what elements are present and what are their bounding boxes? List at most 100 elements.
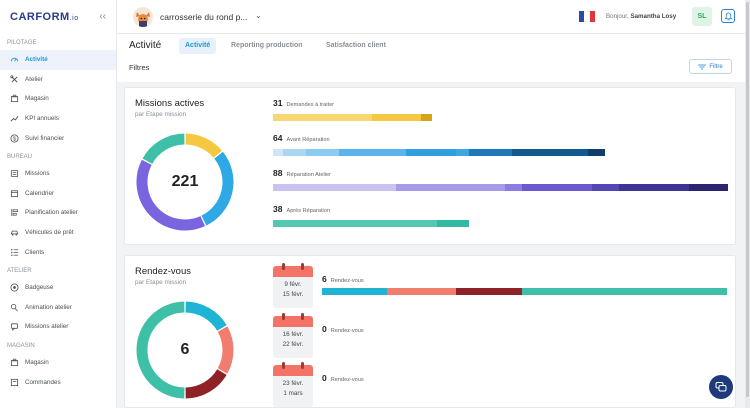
mission-stage-label: 31 Demandes à traiter	[273, 98, 728, 110]
missions-donut-chart[interactable]	[135, 132, 235, 232]
sidebar-nav: PILOTAGE Activité Atelier Magasin KPI annuel…	[0, 36, 116, 392]
sidebar-item-magasin[interactable]: Magasin	[0, 89, 116, 109]
sidebar-item-atelier[interactable]: Atelier	[0, 70, 116, 90]
missions-donut-slice-2[interactable]	[136, 159, 206, 231]
mission-stage-count: 88	[273, 168, 283, 178]
bar-segment[interactable]	[282, 149, 307, 156]
missions-total: 221	[171, 173, 199, 190]
bar-segment[interactable]	[273, 149, 283, 156]
rdv-donut-slice-0[interactable]	[185, 301, 227, 331]
bar-segment[interactable]	[455, 288, 523, 295]
rdv-week-label: 0 Rendez-vous	[322, 324, 364, 334]
rdv-week-label: 0 Rendez-vous	[322, 373, 364, 383]
garage-name[interactable]: carrosserie du rond p...	[160, 12, 248, 22]
sidebar-item-suivi-financier[interactable]: $ Suivi financier	[0, 128, 116, 148]
sidebar-item-label: Activité	[25, 56, 48, 64]
sidebar-item-commandes[interactable]: Commandes	[0, 372, 116, 392]
mission-stage-count: 38	[273, 204, 283, 214]
french-flag-icon[interactable]	[579, 11, 595, 22]
rdv-count: 6	[322, 274, 327, 284]
calendar-dates: 16 févr. 22 févr.	[273, 327, 313, 358]
tab-reporting-production[interactable]: Reporting production	[231, 42, 303, 49]
sidebar-item-magasin[interactable]: Magasin	[0, 353, 116, 373]
mission-stage-count: 31	[273, 98, 283, 108]
tab-activite[interactable]: Activité	[179, 38, 217, 54]
notifications-button[interactable]	[721, 9, 735, 23]
chat-bubble-icon	[715, 382, 727, 392]
bar-segment[interactable]	[504, 184, 523, 191]
garage-avatar[interactable]	[133, 7, 153, 27]
mission-stage-bar[interactable]	[273, 114, 433, 121]
mission-stage-row[interactable]: 38 Après Réparation	[273, 204, 728, 227]
tab-satisfaction-client[interactable]: Satisfaction client	[326, 42, 386, 49]
missions-donut-slice-0[interactable]	[185, 133, 222, 158]
bar-segment[interactable]	[421, 114, 433, 121]
sidebar-item-label: Planification atelier	[25, 209, 78, 217]
mission-stage-row[interactable]: 88 Réparation Atelier	[273, 168, 728, 191]
sidebar-item-badgeuse[interactable]: Badgeuse	[0, 278, 116, 298]
bar-segment[interactable]	[688, 184, 728, 191]
rdv-donut-slice-3[interactable]	[136, 301, 185, 399]
bar-segment[interactable]	[322, 288, 387, 295]
rdv-name: Rendez-vous	[330, 278, 364, 284]
mission-stage-label: 64 Avant Réparation	[273, 133, 728, 145]
mission-stage-bar[interactable]	[273, 184, 728, 191]
bar-segment[interactable]	[522, 288, 727, 295]
mission-stage-count: 64	[273, 133, 283, 143]
bar-segment[interactable]	[522, 184, 593, 191]
sidebar-item-v-hicules-de-pr-t[interactable]: Véhicules de prêt	[0, 223, 116, 243]
logo[interactable]: CARFORM.io	[10, 11, 79, 23]
sidebar-item-activit-[interactable]: Activité	[0, 50, 116, 70]
bar-segment[interactable]	[371, 114, 422, 121]
sidebar-item-clients[interactable]: Clients	[0, 242, 116, 262]
bar-segment[interactable]	[588, 149, 606, 156]
rdv-donut-chart[interactable]	[135, 300, 235, 400]
bar-segment[interactable]	[273, 220, 438, 227]
page-header: Activité Activité Reporting production S…	[117, 34, 745, 82]
bar-segment[interactable]	[395, 184, 505, 191]
box-icon	[10, 94, 19, 103]
bar-segment[interactable]	[455, 149, 469, 156]
missions-donut-slice-1[interactable]	[201, 151, 234, 226]
mission-stage-row[interactable]: 64 Avant Réparation	[273, 133, 728, 156]
missions-donut-slice-3[interactable]	[142, 133, 185, 165]
sidebar-item-planification-atelier[interactable]: Planification atelier	[0, 203, 116, 223]
bar-segment[interactable]	[512, 149, 589, 156]
calendar-header	[273, 313, 313, 327]
filter-button[interactable]: Filtre	[689, 59, 732, 74]
bar-segment[interactable]	[273, 114, 372, 121]
bar-segment[interactable]	[437, 220, 469, 227]
bar-segment[interactable]	[468, 149, 513, 156]
bar-segment[interactable]	[592, 184, 619, 191]
topbar: carrosserie du rond p... ⌄ Bonjour, Sama…	[117, 0, 745, 34]
sidebar-item-animation-atelier[interactable]: Animation atelier	[0, 298, 116, 318]
bar-segment[interactable]	[386, 288, 456, 295]
sidebar-item-missions[interactable]: Missions	[0, 164, 116, 184]
sidebar-section-pilotage: PILOTAGE	[7, 40, 37, 46]
chat-icon	[10, 322, 19, 332]
calendar-header	[273, 263, 313, 277]
bar-segment[interactable]	[339, 149, 406, 156]
missions-card: Missions actives par Etape mission 221 3…	[124, 87, 736, 245]
sidebar-item-calendrier[interactable]: Calendrier	[0, 184, 116, 204]
bar-segment[interactable]	[618, 184, 689, 191]
sidebar-item-kpi-annuels[interactable]: KPI annuels	[0, 109, 116, 129]
rdv-donut-slice-1[interactable]	[217, 326, 234, 374]
bar-segment[interactable]	[273, 184, 396, 191]
rdv-donut-slice-2[interactable]	[185, 369, 227, 399]
chevron-down-icon[interactable]: ⌄	[255, 11, 262, 20]
chat-support-button[interactable]	[709, 375, 733, 399]
week-calendar-icon: 16 févr. 22 févr.	[273, 313, 313, 358]
sidebar-item-missions-atelier[interactable]: Missions atelier	[0, 317, 116, 337]
collapse-sidebar-icon[interactable]: ‹‹	[99, 11, 106, 22]
mission-stage-name: Après Réparation	[286, 208, 331, 214]
bar-segment[interactable]	[306, 149, 340, 156]
mission-stage-bar[interactable]	[273, 220, 469, 227]
mission-stage-row[interactable]: 31 Demandes à traiter	[273, 98, 728, 121]
rdv-week-bar[interactable]	[322, 288, 727, 295]
date-to: 22 févr.	[282, 341, 304, 348]
mission-stage-bar[interactable]	[273, 149, 606, 156]
scrollbar-thumb[interactable]	[746, 2, 749, 397]
avatar[interactable]: SL	[692, 7, 712, 26]
bar-segment[interactable]	[405, 149, 456, 156]
